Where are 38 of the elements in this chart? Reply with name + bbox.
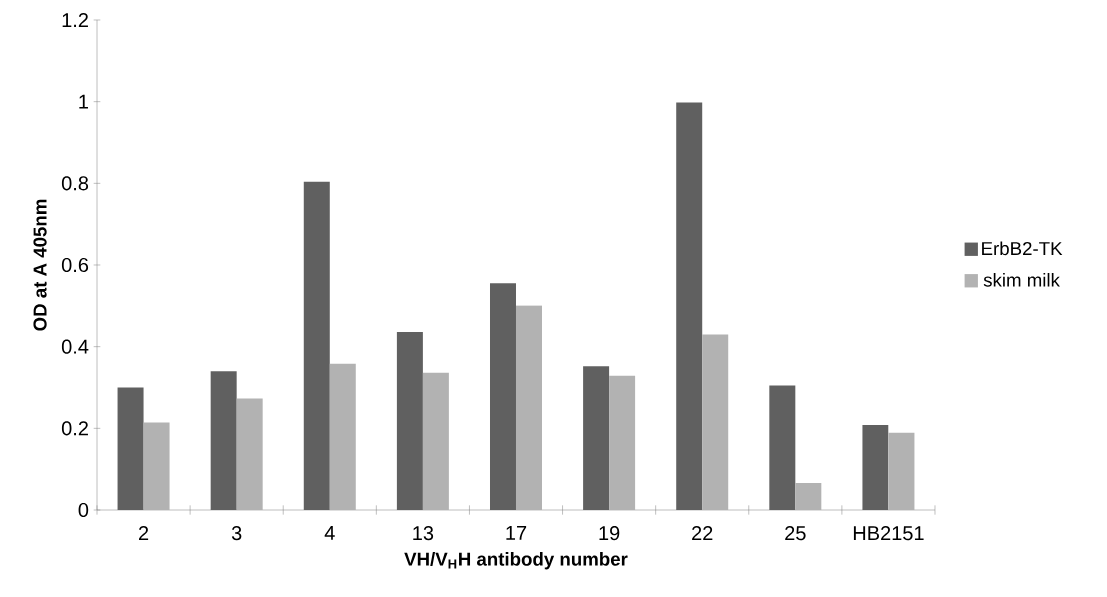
bar [422,372,449,510]
bar [236,398,263,510]
x-tick-label: 25 [785,526,806,541]
x-tick-label: 22 [692,526,713,541]
bar [609,375,636,510]
x-tick-label: 4 [324,526,335,540]
x-tick-label: 3 [231,526,242,541]
y-tick-label: 0 [78,502,89,518]
y-axis-title: OD at A 405nm [33,199,47,331]
y-tick-label: 0.4 [61,339,89,354]
bar [676,102,703,510]
bar [769,385,796,510]
bar [888,432,915,510]
x-tick-label: HB2151 [853,526,924,541]
x-axis-title: VH/V$_{H}$H antibody number [404,552,628,570]
x-tick-label: 19 [599,526,620,541]
x-tick-label: 2 [139,526,149,541]
bar [117,387,144,510]
x-tick-label: 17 [506,526,527,540]
bar [515,305,542,510]
y-tick-label: 0.8 [61,176,89,191]
bar [490,283,516,510]
bar [795,483,822,510]
x-tick-label: 13 [413,526,434,541]
bar [210,371,237,510]
bar [303,181,330,510]
bar [583,366,610,510]
y-tick-label: 0.6 [61,257,89,273]
legend-label: skim milk [983,272,1060,287]
bar [329,363,356,510]
bar [396,331,423,510]
y-tick-label: 1 [79,94,88,109]
bar [143,422,170,510]
y-tick-label: 1.2 [62,13,88,27]
bar [862,425,889,510]
legend-label: ErbB2-TK [982,241,1063,256]
bar [702,334,729,510]
y-tick-label: 0.2 [61,421,88,436]
